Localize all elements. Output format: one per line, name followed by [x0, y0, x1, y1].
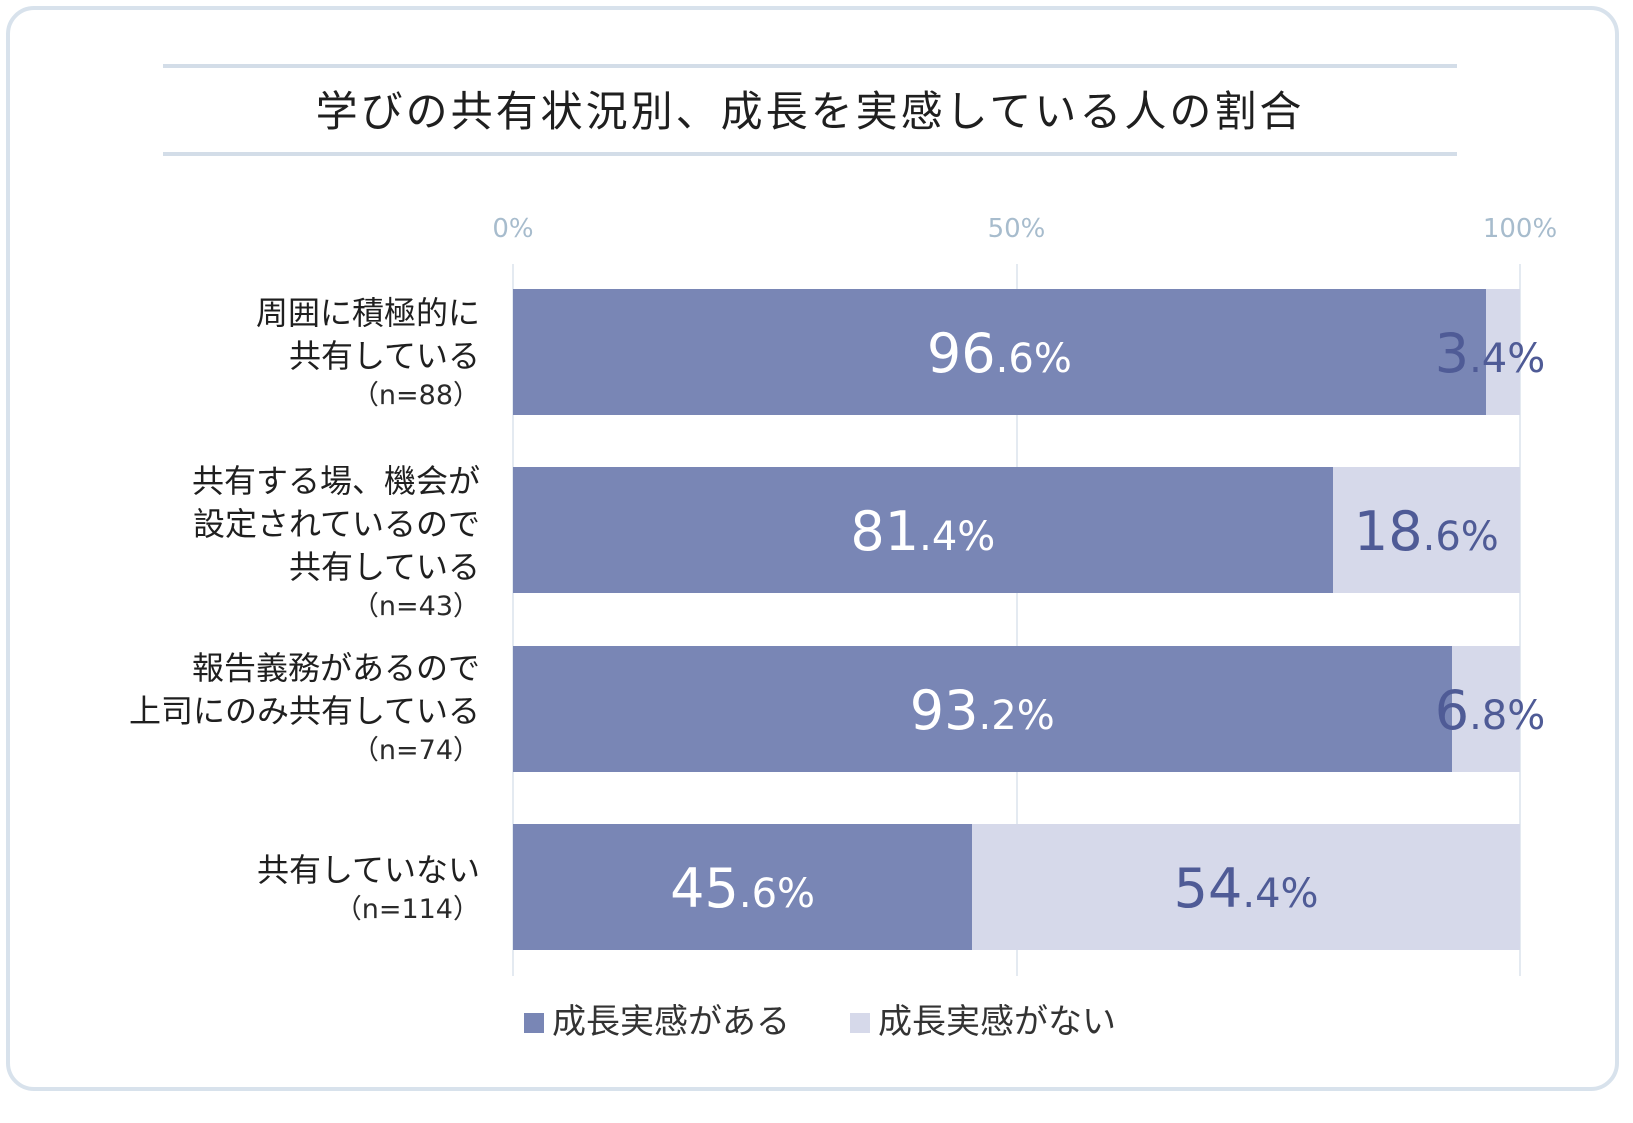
- chart-title: 学びの共有状況別、成長を実感している人の割合: [315, 87, 1305, 136]
- x-tick-label: 0%: [492, 214, 534, 244]
- legend-label: 成長実感がある: [552, 1002, 790, 1042]
- data-label: 6.8%: [1434, 679, 1546, 742]
- x-gridline: [1519, 264, 1521, 976]
- legend-swatch: [850, 1013, 870, 1033]
- data-label: 3.4%: [1434, 322, 1546, 385]
- data-label: 18.6%: [1353, 500, 1499, 563]
- category-n-label: （n=114）: [334, 893, 480, 925]
- category-label: 周囲に積極的に 共有している （n=88）: [256, 292, 480, 414]
- bar-segment-growth: [513, 824, 973, 950]
- category-label: 共有する場、機会が 設定されているので 共有している （n=43）: [192, 460, 480, 625]
- bar-segment-no-growth: [1485, 289, 1520, 415]
- x-gridline: [1015, 264, 1018, 976]
- bar-segment-no-growth: [1332, 467, 1520, 593]
- category-label: 共有していない （n=114）: [257, 849, 480, 928]
- category-n-label: （n=74）: [351, 735, 480, 766]
- data-label: 54.4%: [1173, 857, 1319, 920]
- category-n-label: （n=88）: [351, 380, 480, 411]
- category-label: 報告義務があるので 上司にのみ共有している （n=74）: [129, 647, 480, 769]
- bar-segment-growth: [513, 467, 1333, 593]
- x-tick-label: 50%: [987, 214, 1046, 244]
- data-label: 93.2%: [909, 679, 1055, 742]
- x-gridline: [512, 264, 514, 976]
- legend-label: 成長実感がない: [878, 1002, 1116, 1042]
- title-top-rule: [163, 64, 1457, 68]
- category-n-label: （n=43）: [351, 590, 480, 622]
- bar-segment-growth: [513, 646, 1452, 772]
- legend-swatch: [524, 1013, 544, 1033]
- data-label: 81.4%: [850, 500, 996, 563]
- x-tick-label: 100%: [1482, 214, 1558, 244]
- bar-segment-no-growth: [972, 824, 1520, 950]
- title-bottom-rule: [163, 152, 1457, 156]
- bar-segment-no-growth: [1451, 646, 1520, 772]
- data-label: 96.6%: [926, 322, 1072, 385]
- bar-segment-growth: [513, 289, 1486, 415]
- data-label: 45.6%: [670, 857, 816, 920]
